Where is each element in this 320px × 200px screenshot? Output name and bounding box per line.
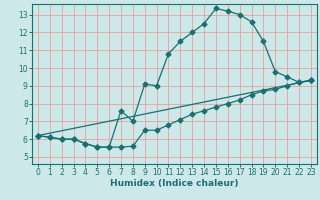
X-axis label: Humidex (Indice chaleur): Humidex (Indice chaleur) <box>110 179 239 188</box>
